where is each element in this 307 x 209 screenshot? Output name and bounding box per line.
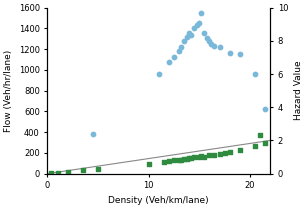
Point [182, 157, 187, 161]
Point [209, 42, 214, 46]
Point [146, 162, 151, 165]
Point [195, 24, 200, 27]
Point [179, 158, 184, 161]
Point [202, 31, 207, 34]
Point [172, 56, 177, 59]
Point [202, 155, 207, 158]
Point [207, 39, 212, 43]
Point [177, 158, 181, 162]
Point [55, 171, 60, 174]
Point [222, 152, 227, 155]
Point [91, 133, 95, 136]
Point [80, 169, 85, 172]
Point [182, 39, 187, 43]
Y-axis label: Hazard Value: Hazard Value [294, 61, 303, 120]
Point [179, 45, 184, 49]
Point [252, 72, 257, 76]
Y-axis label: Flow (Veh/hr/lane): Flow (Veh/hr/lane) [4, 50, 13, 132]
Point [237, 148, 242, 151]
Point [217, 152, 222, 156]
Point [217, 45, 222, 49]
Point [252, 145, 257, 148]
Point [172, 159, 177, 162]
Point [189, 156, 194, 159]
Point [189, 33, 194, 36]
Point [212, 44, 217, 48]
Point [197, 155, 202, 159]
Point [197, 22, 202, 25]
Point [166, 60, 171, 63]
Point [96, 167, 101, 170]
Point [48, 172, 53, 175]
Point [161, 160, 166, 164]
Point [262, 108, 267, 111]
Point [177, 50, 181, 53]
Point [207, 154, 212, 157]
Point [187, 31, 192, 34]
Point [199, 11, 204, 14]
X-axis label: Density (Veh/km/lane): Density (Veh/km/lane) [108, 196, 209, 205]
Point [212, 153, 217, 156]
Point [199, 154, 204, 158]
Point [65, 170, 70, 174]
Point [185, 35, 190, 38]
Point [192, 27, 197, 30]
Point [192, 156, 197, 159]
Point [185, 157, 190, 160]
Point [187, 157, 192, 160]
Point [166, 159, 171, 163]
Point [227, 150, 232, 154]
Point [227, 52, 232, 55]
Point [262, 141, 267, 145]
Point [205, 36, 210, 40]
Point [258, 134, 262, 137]
Point [156, 72, 161, 76]
Point [237, 53, 242, 56]
